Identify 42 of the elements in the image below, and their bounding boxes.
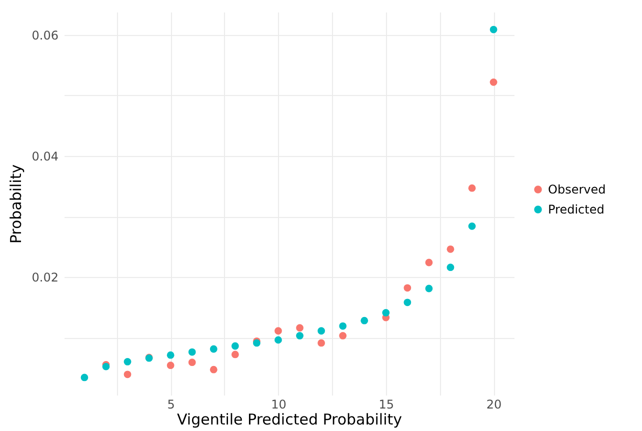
point <box>339 332 347 340</box>
point <box>490 78 498 86</box>
point <box>446 264 454 272</box>
legend-label: Predicted <box>548 202 604 216</box>
point <box>80 374 88 382</box>
point <box>490 26 498 34</box>
point <box>210 345 218 353</box>
point <box>360 316 368 324</box>
y-tick-label: 0.02 <box>32 270 58 285</box>
point <box>468 184 476 192</box>
point <box>188 358 196 366</box>
point <box>425 284 433 292</box>
point <box>231 350 239 358</box>
x-tick-label: 5 <box>167 398 175 412</box>
y-axis-title: Probability <box>6 164 25 244</box>
x-tick-label: 10 <box>271 398 286 412</box>
point <box>166 351 174 359</box>
point <box>339 322 347 330</box>
point <box>468 222 476 230</box>
x-tick-label: 20 <box>486 398 502 412</box>
point <box>124 358 132 366</box>
point <box>318 339 326 347</box>
point <box>231 342 239 350</box>
y-tick-label: 0.04 <box>32 150 58 164</box>
point <box>166 362 174 370</box>
point <box>425 258 433 266</box>
legend-label: Observed <box>548 182 606 196</box>
point <box>296 324 304 332</box>
point <box>404 298 412 306</box>
point <box>274 336 282 344</box>
point <box>274 327 282 335</box>
point <box>296 332 304 340</box>
point <box>318 327 326 335</box>
y-tick-label: 0.06 <box>32 28 58 42</box>
point <box>188 348 196 356</box>
x-axis-title: Vigentile Predicted Probability <box>176 410 402 428</box>
point <box>404 284 412 292</box>
point <box>124 370 132 378</box>
point <box>446 245 454 253</box>
point <box>382 309 390 316</box>
x-tick-label: 15 <box>378 398 394 412</box>
point <box>210 366 218 374</box>
